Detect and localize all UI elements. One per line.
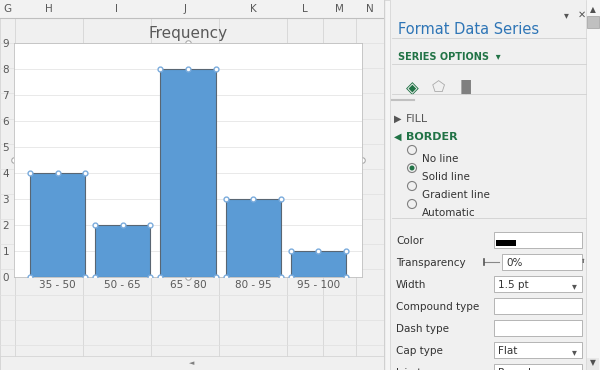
Text: M: M — [335, 4, 344, 14]
Text: Flat: Flat — [498, 346, 517, 356]
Bar — [586, 0, 600, 370]
Bar — [494, 342, 582, 358]
Bar — [494, 232, 582, 248]
Text: Format Data Series: Format Data Series — [398, 22, 539, 37]
Text: Width: Width — [396, 280, 427, 290]
Text: ◈: ◈ — [406, 80, 419, 98]
Text: Gradient line: Gradient line — [422, 190, 490, 200]
Text: Color: Color — [396, 236, 424, 246]
Bar — [494, 364, 582, 370]
Text: K: K — [250, 4, 256, 14]
Text: Automatic: Automatic — [422, 208, 476, 218]
Text: L: L — [302, 4, 308, 14]
Text: ✕: ✕ — [578, 10, 586, 20]
Text: SERIES OPTIONS  ▾: SERIES OPTIONS ▾ — [398, 52, 500, 62]
Bar — [502, 254, 582, 270]
Text: Round: Round — [498, 368, 531, 370]
Text: ⬆: ⬆ — [580, 259, 584, 264]
Text: FILL: FILL — [406, 114, 428, 124]
Text: ▼: ▼ — [590, 358, 596, 367]
Text: H: H — [45, 4, 53, 14]
Text: ▐▌: ▐▌ — [456, 80, 477, 94]
Bar — [0, 0, 384, 18]
Text: BORDER: BORDER — [406, 132, 458, 142]
Text: Solid line: Solid line — [422, 172, 470, 182]
Bar — [30, 173, 85, 277]
Text: ⬠: ⬠ — [432, 80, 445, 95]
Text: Cap type: Cap type — [396, 346, 443, 356]
Bar — [226, 199, 281, 277]
Text: N: N — [366, 4, 374, 14]
Text: ◄: ◄ — [190, 360, 194, 366]
Bar — [494, 276, 582, 292]
Text: I: I — [115, 4, 119, 14]
Bar — [496, 240, 516, 246]
Text: ◀: ◀ — [394, 132, 401, 142]
Text: G: G — [4, 4, 11, 14]
Bar — [494, 298, 582, 314]
Circle shape — [409, 165, 415, 171]
Text: 1.5 pt: 1.5 pt — [498, 280, 529, 290]
Text: Compound type: Compound type — [396, 302, 479, 312]
Text: J: J — [184, 4, 187, 14]
Text: ▾: ▾ — [572, 369, 577, 370]
Text: ▶: ▶ — [394, 114, 401, 124]
Bar — [95, 225, 151, 277]
Bar — [291, 251, 346, 277]
Text: Dash type: Dash type — [396, 324, 449, 334]
Text: ▲: ▲ — [590, 5, 596, 14]
Text: No line: No line — [422, 154, 458, 164]
Text: 0%: 0% — [506, 258, 523, 268]
Text: Join type: Join type — [396, 368, 442, 370]
Bar — [0, 356, 384, 370]
Text: ▾: ▾ — [572, 281, 577, 291]
Title: Frequency: Frequency — [148, 26, 227, 41]
Bar — [587, 16, 599, 28]
Text: ▾: ▾ — [572, 347, 577, 357]
Text: ▾: ▾ — [564, 10, 569, 20]
Bar — [587, 358, 599, 370]
Text: Transparency: Transparency — [396, 258, 466, 268]
Bar — [384, 0, 390, 370]
Bar — [494, 320, 582, 336]
Bar — [160, 69, 216, 277]
